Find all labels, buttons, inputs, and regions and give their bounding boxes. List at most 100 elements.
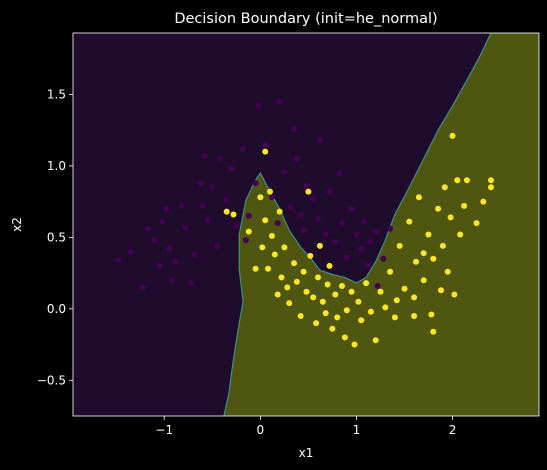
class-1-region bbox=[223, 33, 539, 416]
data-point-class-1 bbox=[257, 194, 264, 201]
data-point-class-1 bbox=[319, 298, 326, 305]
data-point-class-0 bbox=[172, 258, 179, 265]
data-point-class-0 bbox=[199, 202, 206, 209]
data-point-class-1 bbox=[411, 294, 418, 301]
data-point-class-1 bbox=[457, 231, 464, 238]
data-point-class-1 bbox=[444, 268, 451, 275]
data-point-class-1 bbox=[276, 208, 283, 215]
data-point-class-0 bbox=[151, 237, 158, 244]
data-point-class-0 bbox=[228, 165, 235, 172]
data-point-class-1 bbox=[377, 288, 384, 295]
data-point-class-0 bbox=[297, 211, 304, 218]
class-0-points bbox=[115, 98, 394, 291]
chart-title: Decision Boundary (init=he_normal) bbox=[174, 11, 437, 27]
data-point-class-1 bbox=[473, 220, 480, 227]
data-point-class-0 bbox=[293, 155, 300, 162]
data-point-class-1 bbox=[303, 288, 310, 295]
data-point-class-1 bbox=[267, 188, 273, 195]
data-point-class-0 bbox=[387, 225, 394, 232]
data-point-class-1 bbox=[372, 337, 379, 344]
data-point-class-0 bbox=[316, 137, 323, 144]
data-point-class-1 bbox=[252, 265, 259, 272]
data-point-class-0 bbox=[348, 205, 355, 212]
data-point-class-1 bbox=[259, 244, 266, 251]
data-point-class-0 bbox=[192, 251, 198, 258]
data-point-class-1 bbox=[245, 228, 252, 235]
data-point-class-0 bbox=[127, 248, 134, 255]
data-point-class-1 bbox=[324, 281, 331, 288]
data-point-class-0 bbox=[262, 141, 269, 148]
data-point-class-0 bbox=[353, 231, 360, 238]
x-axis-label: x1 bbox=[299, 446, 314, 460]
data-point-class-1 bbox=[449, 132, 456, 139]
data-point-class-1 bbox=[430, 328, 437, 335]
data-point-class-1 bbox=[293, 278, 300, 285]
plot-frame bbox=[72, 32, 540, 417]
data-point-class-0 bbox=[365, 262, 371, 269]
data-point-class-0 bbox=[242, 237, 249, 244]
data-point-class-0 bbox=[310, 195, 317, 202]
data-point-class-1 bbox=[413, 258, 419, 265]
y-tick-label: 1.0 bbox=[47, 159, 66, 173]
data-point-class-0 bbox=[204, 217, 211, 224]
data-point-class-0 bbox=[214, 242, 221, 249]
data-point-class-1 bbox=[310, 294, 317, 301]
data-point-class-1 bbox=[305, 188, 312, 195]
data-point-class-1 bbox=[461, 202, 468, 209]
data-point-class-1 bbox=[274, 291, 281, 298]
data-point-class-1 bbox=[396, 242, 403, 249]
data-point-class-1 bbox=[411, 313, 418, 319]
y-tick-label: 0.0 bbox=[47, 302, 66, 316]
data-point-class-0 bbox=[380, 255, 387, 262]
data-point-class-1 bbox=[387, 268, 394, 275]
data-point-class-1 bbox=[262, 148, 269, 155]
data-point-class-0 bbox=[209, 184, 216, 191]
data-point-class-1 bbox=[439, 242, 446, 249]
data-point-class-1 bbox=[332, 291, 339, 298]
data-point-class-1 bbox=[278, 274, 285, 281]
data-point-class-0 bbox=[156, 262, 163, 269]
data-point-class-1 bbox=[488, 184, 494, 191]
data-point-class-1 bbox=[367, 308, 374, 315]
data-point-class-0 bbox=[197, 180, 204, 187]
data-point-class-0 bbox=[188, 280, 195, 287]
data-point-class-0 bbox=[281, 168, 288, 175]
data-point-class-0 bbox=[252, 180, 259, 187]
data-point-class-0 bbox=[217, 155, 223, 162]
data-point-class-0 bbox=[223, 197, 230, 204]
data-point-class-0 bbox=[169, 277, 175, 284]
data-point-class-1 bbox=[271, 251, 278, 258]
data-point-class-1 bbox=[322, 310, 329, 317]
data-point-class-1 bbox=[326, 262, 333, 269]
data-point-class-0 bbox=[240, 145, 247, 152]
data-point-class-0 bbox=[303, 182, 310, 189]
data-point-class-0 bbox=[140, 284, 147, 291]
x-tick-label: 0 bbox=[257, 423, 265, 437]
decision-boundary-line bbox=[223, 33, 492, 416]
data-point-class-1 bbox=[480, 198, 487, 205]
data-point-class-1 bbox=[391, 314, 398, 321]
data-point-class-1 bbox=[339, 283, 345, 289]
y-axis-label: x2 bbox=[10, 217, 24, 232]
data-point-class-1 bbox=[307, 252, 314, 259]
data-point-class-1 bbox=[447, 214, 454, 221]
data-point-class-1 bbox=[348, 288, 355, 295]
data-point-class-0 bbox=[233, 222, 240, 229]
data-point-class-0 bbox=[300, 227, 307, 234]
data-point-class-1 bbox=[281, 244, 288, 251]
data-point-class-1 bbox=[268, 232, 275, 239]
data-point-class-1 bbox=[363, 280, 370, 287]
data-point-class-0 bbox=[144, 225, 151, 232]
data-point-class-0 bbox=[374, 283, 381, 289]
data-point-class-1 bbox=[420, 277, 427, 284]
data-point-class-0 bbox=[358, 245, 365, 252]
data-point-class-0 bbox=[274, 220, 281, 227]
data-point-class-1 bbox=[286, 300, 293, 307]
y-axis-ticks: −0.5 0.0 0.5 1.0 1.5 bbox=[37, 87, 73, 387]
x-axis-ticks: −1 0 1 2 bbox=[155, 416, 456, 437]
data-point-class-1 bbox=[300, 268, 307, 275]
plot-area bbox=[73, 33, 539, 416]
data-point-class-1 bbox=[355, 298, 362, 305]
